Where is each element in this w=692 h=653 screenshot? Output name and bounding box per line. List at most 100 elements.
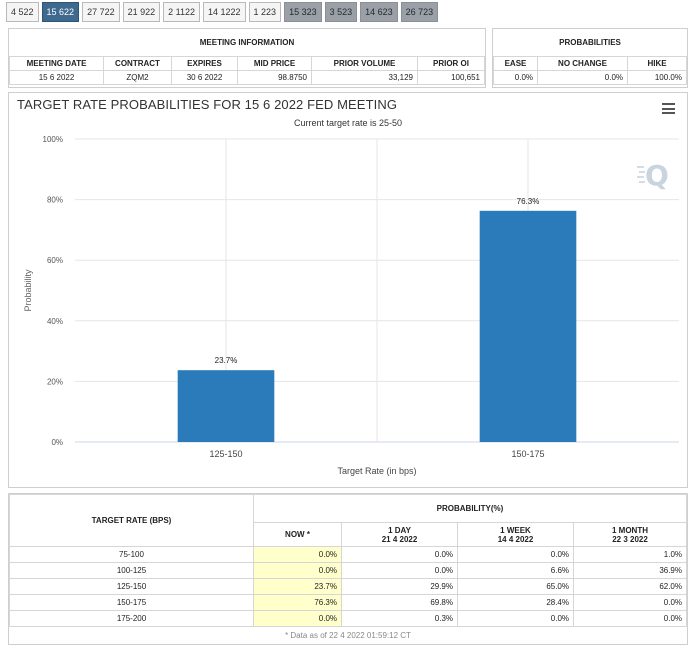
chart-bars — [177, 210, 577, 442]
y-tick-label: 100% — [43, 135, 63, 144]
ease-value: 0.0% — [493, 69, 538, 85]
tab-meeting[interactable]: 15 622 — [41, 2, 80, 22]
col-header: EXPIRES — [171, 55, 238, 71]
one-day-label: 1 DAY — [388, 525, 411, 535]
probabilities-table: PROBABILITIES EASE NO CHANGE HIKE 0.0% 0… — [493, 29, 687, 85]
now-header: NOW * — [253, 522, 342, 547]
col-header: PRIOR VOLUME — [311, 55, 418, 71]
tab-meeting[interactable]: 27 722 — [82, 2, 120, 22]
no-change-value: 0.0% — [537, 69, 628, 85]
target-rate-header: TARGET RATE (BPS) — [9, 494, 254, 547]
one-month-label: 1 MONTH — [612, 525, 648, 535]
now-cell: 0.0% — [253, 546, 342, 563]
col-header: EASE — [493, 55, 538, 71]
tab-meeting[interactable]: 3 523 — [324, 2, 358, 22]
one-week-date: 14 4 2022 — [497, 534, 534, 544]
table-row: 150-175 76.3% 69.8% 28.4% 0.0% — [9, 594, 687, 611]
chart-subtitle: Current target rate is 25-50 — [293, 118, 403, 128]
one-week-cell: 6.6% — [457, 562, 574, 579]
meeting-date-value: 15 6 2022 — [9, 69, 104, 85]
one-week-cell: 0.0% — [457, 546, 574, 563]
svg-text:Q: Q — [645, 159, 669, 192]
col-header: MID PRICE — [237, 55, 312, 71]
x-axis-title: Target Rate (in bps) — [337, 466, 416, 476]
one-month-header: 1 MONTH 22 3 2022 — [573, 522, 687, 547]
mid-price-value: 98.8750 — [237, 69, 312, 85]
probability-bar-chart: 0% 20% 40% 60% 80% 100% 23.7% 125-150 76.3% 150-1… — [23, 135, 679, 476]
y-tick-label: 60% — [47, 256, 63, 265]
y-tick-label: 20% — [47, 377, 63, 386]
col-header: HIKE — [627, 55, 687, 71]
one-month-cell: 62.0% — [573, 578, 687, 595]
one-day-header: 1 DAY 21 4 2022 — [341, 522, 458, 547]
y-axis-title: Probability — [23, 269, 33, 312]
quikstrike-logo-icon: Q — [637, 159, 669, 192]
chart-labels: 0% 20% 40% 60% 80% 100% 23.7% 125-150 76.3% 150-1… — [23, 135, 545, 476]
table-row: 100-125 0.0% 0.0% 6.6% 36.9% — [9, 562, 687, 579]
tab-meeting[interactable]: 4 522 — [6, 2, 39, 22]
prior-oi-value: 100,651 — [417, 69, 485, 85]
meeting-info-panel: MEETING INFORMATION MEETING DATE CONTRAC… — [8, 28, 486, 88]
tab-meeting[interactable]: 26 723 — [400, 2, 439, 22]
chart-grid — [75, 138, 679, 443]
x-tick-label: 150-175 — [511, 449, 544, 459]
one-month-cell: 1.0% — [573, 546, 687, 563]
meeting-tabs: 4 522 15 622 27 722 21 922 2 1122 14 122… — [6, 2, 439, 22]
one-month-date: 22 3 2022 — [612, 534, 648, 544]
tab-meeting[interactable]: 14 1222 — [202, 2, 246, 22]
now-cell: 0.0% — [253, 610, 342, 627]
hamburger-menu-icon[interactable] — [662, 103, 675, 114]
bar-125-150[interactable] — [177, 370, 275, 442]
tab-meeting[interactable]: 2 1122 — [163, 2, 200, 22]
chart-title: TARGET RATE PROBABILITIES FOR 15 6 2022 … — [17, 97, 398, 112]
x-tick-label: 125-150 — [209, 449, 242, 459]
contract-value: ZQM2 — [103, 69, 172, 85]
one-day-cell: 0.3% — [341, 610, 458, 627]
bar-value-label: 76.3% — [517, 197, 540, 206]
now-cell: 76.3% — [253, 594, 342, 611]
one-week-header: 1 WEEK 14 4 2022 — [457, 522, 574, 547]
one-day-cell: 0.0% — [341, 562, 458, 579]
tab-meeting[interactable]: 14 623 — [360, 2, 398, 22]
one-month-cell: 0.0% — [573, 594, 687, 611]
col-header: PRIOR OI — [417, 55, 485, 71]
one-day-cell: 29.9% — [341, 578, 458, 595]
bar-150-175[interactable] — [479, 210, 577, 442]
tab-meeting[interactable]: 1 223 — [248, 2, 282, 22]
probability-group-header: PROBABILITY(%) — [253, 494, 687, 523]
one-day-cell: 0.0% — [341, 546, 458, 563]
y-tick-label: 0% — [51, 438, 63, 447]
table-row: 75-100 0.0% 0.0% 0.0% 1.0% — [9, 546, 687, 563]
col-header: CONTRACT — [103, 55, 172, 71]
hike-value: 100.0% — [627, 69, 687, 85]
table-row: 125-150 23.7% 29.9% 65.0% 62.0% — [9, 578, 687, 595]
one-week-label: 1 WEEK — [500, 525, 531, 535]
probabilities-title: PROBABILITIES — [493, 29, 687, 57]
meeting-info-title: MEETING INFORMATION — [9, 29, 485, 57]
now-cell: 0.0% — [253, 562, 342, 579]
probability-table-panel: TARGET RATE (BPS) PROBABILITY(%) NOW * 1… — [8, 493, 688, 645]
chart-panel: TARGET RATE PROBABILITIES FOR 15 6 2022 … — [8, 92, 688, 488]
one-week-cell: 65.0% — [457, 578, 574, 595]
table-row: 175-200 0.0% 0.3% 0.0% 0.0% — [9, 610, 687, 627]
target-rate-cell: 175-200 — [9, 610, 254, 627]
col-header: NO CHANGE — [537, 55, 628, 71]
one-week-cell: 0.0% — [457, 610, 574, 627]
bar-value-label: 23.7% — [215, 356, 238, 365]
one-week-cell: 28.4% — [457, 594, 574, 611]
y-tick-label: 80% — [47, 196, 63, 205]
target-rate-cell: 125-150 — [9, 578, 254, 595]
one-month-cell: 0.0% — [573, 610, 687, 627]
now-cell: 23.7% — [253, 578, 342, 595]
meeting-info-table: MEETING INFORMATION MEETING DATE CONTRAC… — [9, 29, 485, 85]
tab-meeting[interactable]: 21 922 — [122, 2, 161, 22]
data-timestamp-footnote: * Data as of 22 4 2022 01:59:12 CT — [285, 631, 411, 640]
target-rate-cell: 100-125 — [9, 562, 254, 579]
one-day-date: 21 4 2022 — [381, 534, 418, 544]
y-tick-label: 40% — [47, 317, 63, 326]
col-header: MEETING DATE — [9, 55, 104, 71]
one-month-cell: 36.9% — [573, 562, 687, 579]
target-rate-cell: 150-175 — [9, 594, 254, 611]
tab-meeting[interactable]: 15 323 — [284, 2, 322, 22]
target-rate-cell: 75-100 — [9, 546, 254, 563]
